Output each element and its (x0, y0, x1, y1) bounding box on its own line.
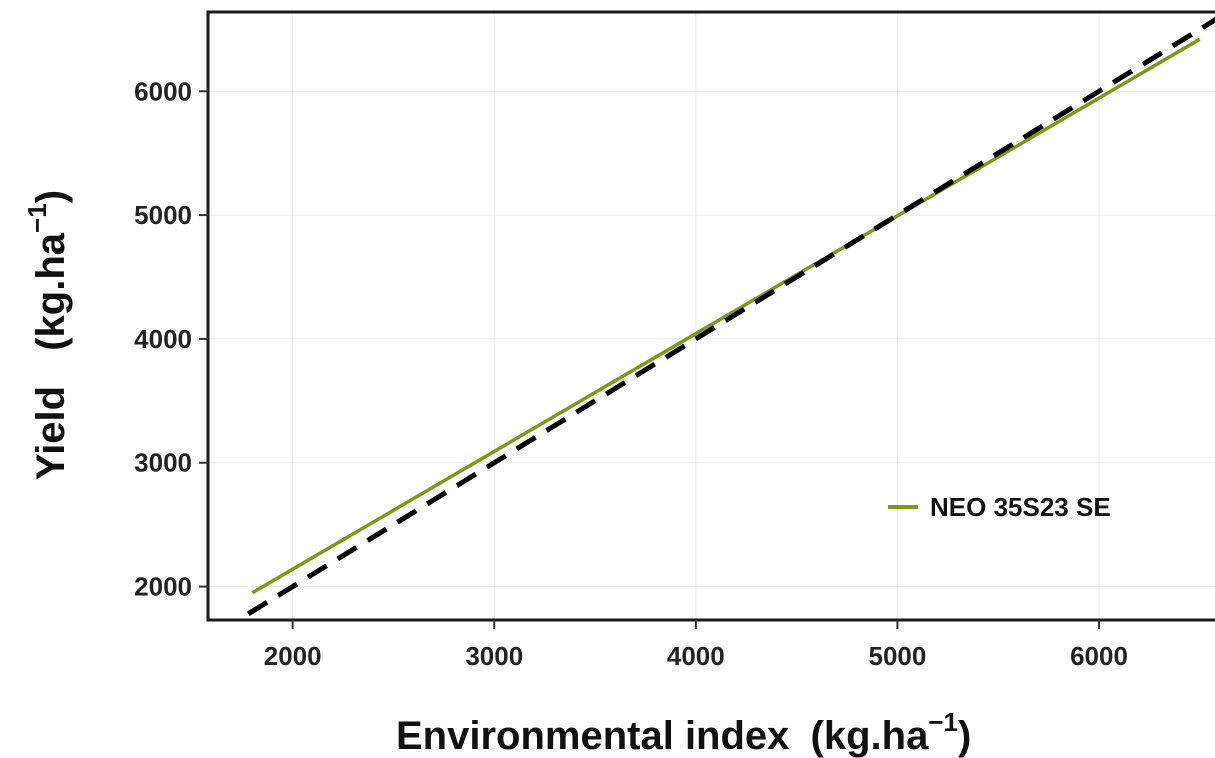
legend-label: NEO 35S23 SE (930, 492, 1111, 522)
y-axis-title: Yield (kg.ha−1) (22, 190, 73, 480)
x-axis: 2000 3000 4000 5000 6000 (264, 620, 1128, 671)
y-axis-paren-open: ( (29, 337, 73, 351)
y-tick-label: 2000 (134, 572, 192, 602)
y-axis: 2000 3000 4000 5000 6000 (134, 76, 208, 602)
y-axis-unit: kg.ha (29, 232, 73, 337)
x-tick-label: 5000 (868, 641, 926, 671)
x-axis-paren-open: ( (811, 714, 825, 758)
x-tick-label: 4000 (667, 641, 725, 671)
gridlines (208, 12, 1215, 620)
x-tick-label: 2000 (264, 641, 322, 671)
x-tick-label: 3000 (465, 641, 523, 671)
y-tick-label: 5000 (134, 200, 192, 230)
y-tick-label: 3000 (134, 448, 192, 478)
y-tick-label: 6000 (134, 76, 192, 106)
legend: NEO 35S23 SE (888, 492, 1111, 522)
y-axis-unit-exp: −1 (22, 203, 52, 233)
plot-border (206, 10, 1215, 622)
x-axis-title: Environmental index (kg.ha−1) (396, 707, 971, 758)
reference-line (247, 17, 1215, 616)
series-line (251, 37, 1201, 595)
x-tick-label: 6000 (1070, 641, 1128, 671)
x-axis-label: Environmental index (396, 714, 789, 758)
series-group (247, 17, 1215, 616)
x-axis-unit-exp: −1 (928, 707, 958, 737)
y-axis-label: Yield (29, 386, 73, 480)
x-axis-unit: kg.ha (824, 714, 929, 758)
y-tick-label: 4000 (134, 324, 192, 354)
y-axis-paren-close: ) (29, 190, 73, 203)
x-axis-paren-close: ) (958, 714, 971, 758)
